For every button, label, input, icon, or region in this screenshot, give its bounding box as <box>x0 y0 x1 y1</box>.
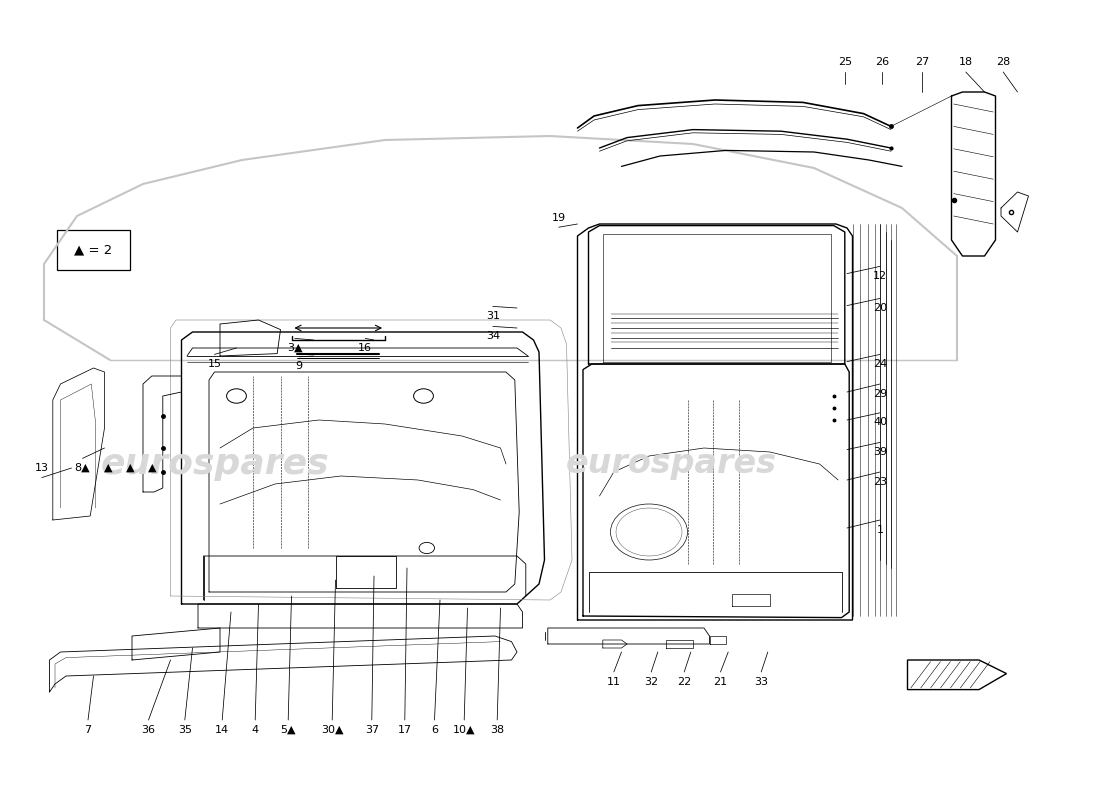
Text: 30▲: 30▲ <box>321 725 343 734</box>
Text: 4: 4 <box>252 725 258 734</box>
Text: 25: 25 <box>838 58 851 67</box>
Text: 16: 16 <box>359 343 372 353</box>
Text: ▲: ▲ <box>125 463 134 473</box>
Text: 8▲: 8▲ <box>75 463 90 473</box>
Text: 13: 13 <box>35 463 48 473</box>
Text: 19: 19 <box>552 213 565 222</box>
Text: ▲: ▲ <box>103 463 112 473</box>
Text: 10▲: 10▲ <box>453 725 475 734</box>
Text: 37: 37 <box>365 725 378 734</box>
Text: 3▲: 3▲ <box>287 343 303 353</box>
Text: 11: 11 <box>607 677 620 686</box>
Text: 22: 22 <box>678 677 691 686</box>
Text: 28: 28 <box>997 58 1010 67</box>
Text: 29: 29 <box>873 389 887 398</box>
Text: 20: 20 <box>873 303 887 313</box>
Text: 38: 38 <box>491 725 504 734</box>
Text: 5▲: 5▲ <box>280 725 296 734</box>
Text: 32: 32 <box>645 677 658 686</box>
Text: 27: 27 <box>915 58 928 67</box>
Text: 34: 34 <box>486 331 499 341</box>
Text: 6: 6 <box>431 725 438 734</box>
Text: eurospares: eurospares <box>100 447 329 481</box>
Text: 31: 31 <box>486 311 499 321</box>
Text: 26: 26 <box>876 58 889 67</box>
Text: 7: 7 <box>85 725 91 734</box>
Text: 24: 24 <box>873 359 887 369</box>
Text: 35: 35 <box>178 725 191 734</box>
Text: 14: 14 <box>216 725 229 734</box>
Text: 39: 39 <box>873 447 887 457</box>
Text: 15: 15 <box>208 359 221 369</box>
Text: 21: 21 <box>714 677 727 686</box>
Text: 23: 23 <box>873 477 887 486</box>
Text: 33: 33 <box>755 677 768 686</box>
FancyBboxPatch shape <box>57 230 130 270</box>
Text: 9: 9 <box>296 362 303 371</box>
Text: 12: 12 <box>873 271 887 281</box>
Text: 40: 40 <box>873 418 887 427</box>
Text: eurospares: eurospares <box>565 447 777 481</box>
Text: 1: 1 <box>877 525 883 534</box>
Text: 17: 17 <box>398 725 411 734</box>
Text: ▲: ▲ <box>147 463 156 473</box>
Text: 18: 18 <box>959 58 972 67</box>
Text: ▲ = 2: ▲ = 2 <box>75 243 112 257</box>
Text: 36: 36 <box>142 725 155 734</box>
